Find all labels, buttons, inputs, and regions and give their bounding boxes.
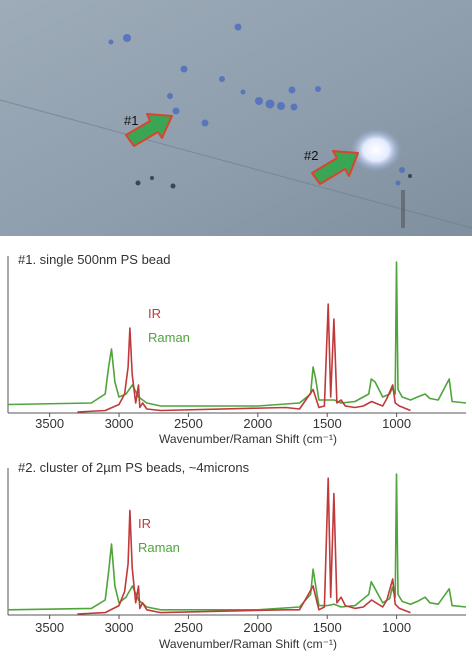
legend-entry-ir: IR xyxy=(148,306,161,321)
arrow-2-label: #2 xyxy=(304,148,318,163)
bright-cluster xyxy=(350,128,402,172)
arrow-1 xyxy=(125,113,173,147)
x-tick-label: 1000 xyxy=(382,620,411,635)
series-line-ir xyxy=(77,303,411,413)
spectrum-plot-2: 3500 3000 2500 2000 1500 1000 Wavenumber/Raman… xyxy=(7,468,467,651)
scratch-line xyxy=(0,99,472,229)
arrow-2 xyxy=(311,150,359,185)
spectrum-plot-1: 3500 3000 2500 2000 1500 1000 Wavenumber/Raman… xyxy=(7,256,467,446)
series-line-ir xyxy=(77,477,411,615)
series-line-raman xyxy=(7,473,467,611)
x-tick-label: 2500 xyxy=(174,620,203,635)
debris-group xyxy=(135,174,412,228)
micrograph-background xyxy=(0,0,472,236)
x-axis-label: Wavenumber/Raman Shift (cm⁻¹) xyxy=(159,432,337,446)
x-tick-label: 3500 xyxy=(35,416,64,431)
series-line-raman xyxy=(7,261,467,407)
x-tick-label: 3000 xyxy=(105,620,134,635)
chart-title: #2. cluster of 2µm PS beads, ~4microns xyxy=(18,460,250,475)
spectrum-chart-1: #1. single 500nm PS bead 3500 3000 2500 200… xyxy=(0,248,472,448)
legend-entry-ir: IR xyxy=(138,516,151,531)
x-tick-label: 2000 xyxy=(243,416,272,431)
legend-entry-raman: Raman xyxy=(148,330,190,345)
legend-entry-raman: Raman xyxy=(138,540,180,555)
x-tick-label: 1500 xyxy=(313,620,342,635)
chart-title: #1. single 500nm PS bead xyxy=(18,252,171,267)
spectrum-chart-2: #2. cluster of 2µm PS beads, ~4microns 3… xyxy=(0,456,472,656)
microscope-image: #1 #2 xyxy=(0,0,472,236)
x-tick-label: 1000 xyxy=(382,416,411,431)
x-tick-label: 2000 xyxy=(243,620,272,635)
x-axis-label: Wavenumber/Raman Shift (cm⁻¹) xyxy=(159,637,337,651)
arrow-1-label: #1 xyxy=(124,113,138,128)
particle-group xyxy=(108,23,405,186)
x-tick-label: 1500 xyxy=(313,416,342,431)
x-tick-label: 2500 xyxy=(174,416,203,431)
x-tick-label: 3000 xyxy=(105,416,134,431)
x-tick-label: 3500 xyxy=(35,620,64,635)
